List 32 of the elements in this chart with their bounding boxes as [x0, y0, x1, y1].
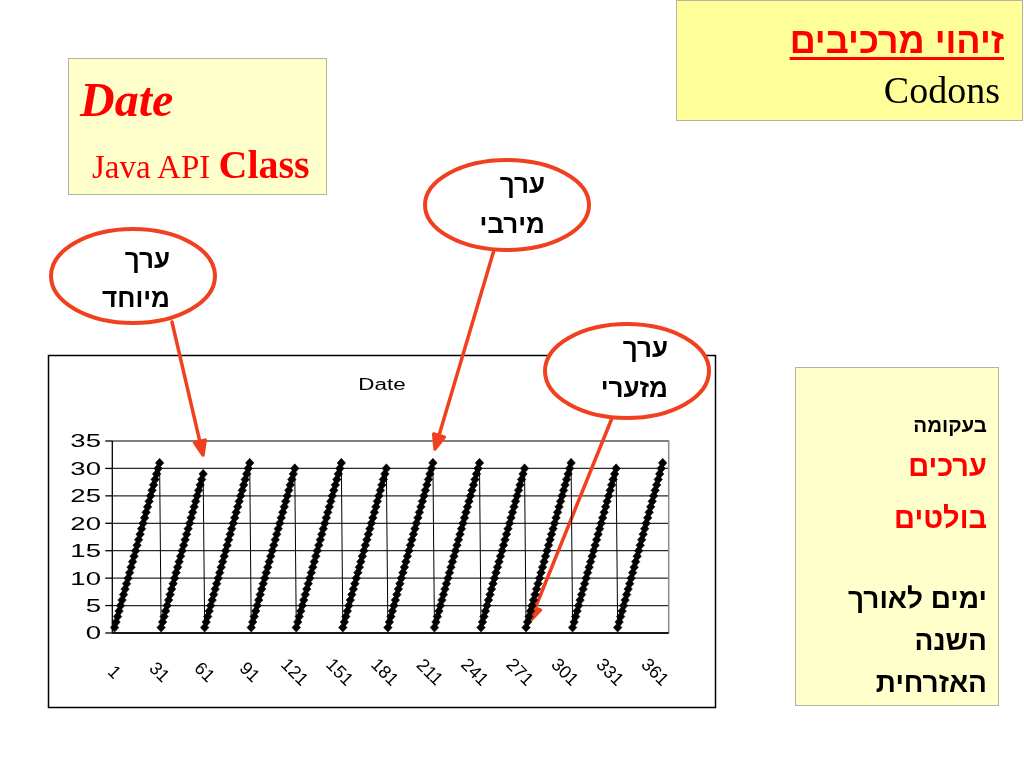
- y-tick-label: 20: [70, 512, 101, 534]
- text: זיהוי מרכיבים: [789, 20, 1004, 62]
- text: השנה: [914, 625, 987, 658]
- x-tick-label: 1: [103, 661, 126, 683]
- x-tick-label: 151: [322, 654, 358, 690]
- x-tick-label: 241: [457, 654, 493, 690]
- x-tick-label: 181: [367, 654, 403, 690]
- chart-title: Date: [358, 375, 406, 394]
- x-tick-label: 331: [592, 654, 628, 690]
- text: Date: [80, 72, 174, 128]
- x-tick-label: 31: [145, 657, 174, 687]
- x-tick-label: 361: [637, 654, 673, 690]
- y-tick-label: 35: [70, 430, 101, 452]
- x-tick-label: 271: [502, 654, 538, 690]
- x-tick-label: 61: [190, 657, 219, 687]
- y-tick-label: 5: [85, 595, 101, 617]
- text: Java API Class: [92, 141, 310, 187]
- text: ערכים: [908, 450, 987, 484]
- x-tick-label: 121: [277, 654, 313, 690]
- y-tick-label: 25: [70, 485, 101, 507]
- text: בעקומה: [913, 412, 987, 437]
- x-tick-label: 301: [547, 654, 583, 690]
- x-tick-label: 211: [412, 654, 448, 690]
- y-tick-label: 30: [70, 457, 101, 479]
- text: ימים לאורך: [847, 583, 987, 616]
- text: האזרחית: [875, 667, 987, 700]
- text: בולטים: [894, 502, 987, 536]
- y-tick-label: 10: [70, 567, 101, 589]
- y-tick-label: 0: [85, 622, 101, 644]
- text: Codons: [883, 68, 1000, 113]
- x-tick-label: 91: [235, 657, 264, 687]
- y-tick-label: 15: [70, 540, 101, 562]
